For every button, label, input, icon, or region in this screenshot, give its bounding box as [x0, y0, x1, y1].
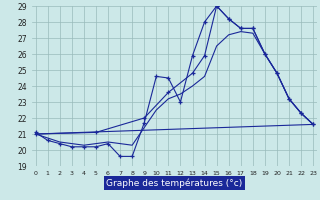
X-axis label: Graphe des températures (°c): Graphe des températures (°c) [106, 179, 243, 188]
